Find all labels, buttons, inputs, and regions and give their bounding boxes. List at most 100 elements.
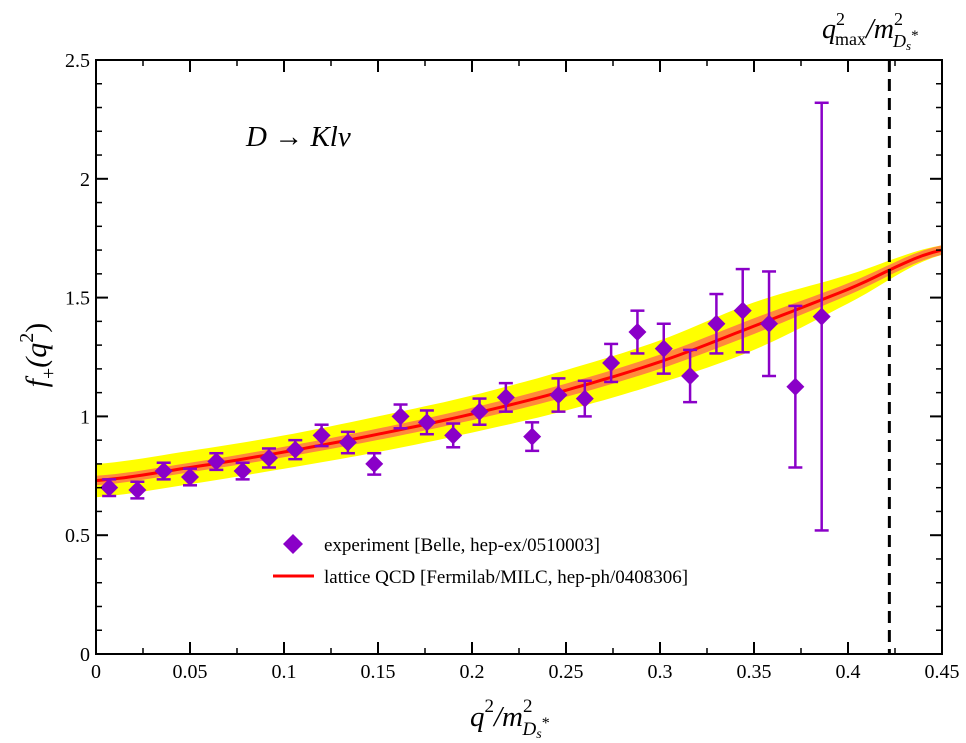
experiment-point-16	[523, 421, 542, 453]
data-diamond	[496, 388, 515, 407]
data-diamond	[444, 426, 463, 445]
data-diamond	[181, 467, 199, 486]
experiment-point-25	[760, 270, 779, 378]
experiment-points-group	[100, 101, 831, 532]
data-diamond	[549, 386, 568, 405]
experiment-point-27	[812, 101, 831, 532]
data-diamond	[233, 462, 252, 481]
experiment-point-19	[602, 342, 621, 384]
experiment-point-23	[707, 292, 726, 355]
ylabel-sup: 2	[16, 333, 38, 343]
lattice-outer-band	[96, 245, 942, 498]
xlabel-star: *	[542, 715, 550, 732]
xlabel-sup: 2	[485, 696, 495, 717]
ylabel-sub: +	[38, 368, 60, 379]
experiment-point-8	[312, 423, 331, 448]
xlabel-sub-d: D	[522, 719, 537, 740]
q2max-m-sup: 2	[894, 9, 903, 29]
svg-text:f+(q2): f+(q2)	[16, 323, 60, 388]
data-diamond	[391, 407, 410, 426]
y-tick-label: 1.5	[65, 288, 90, 310]
experiment-point-20	[628, 309, 647, 355]
data-diamond	[312, 426, 331, 445]
x-tick-label: 0.3	[648, 661, 673, 683]
plot-frame	[95, 59, 943, 655]
ylabel-arg: (q	[20, 343, 53, 368]
q2max-label: q2 max/m2 Ds*	[822, 9, 919, 53]
experiment-point-17	[549, 377, 568, 413]
x-tick-label: 0.4	[836, 661, 861, 683]
legend-experiment-label: experiment [Belle, hep-ex/0510003]	[324, 535, 600, 556]
lattice-qcd-band-group	[96, 245, 942, 498]
xlabel-subsub-s: s	[536, 727, 542, 742]
experiment-point-11	[391, 403, 410, 430]
data-diamond	[259, 448, 278, 467]
x-tick-label: 0.15	[361, 661, 396, 683]
y-tick-label: 0.5	[65, 525, 90, 547]
experiment-point-6	[259, 447, 278, 469]
data-diamond	[100, 478, 119, 497]
x-tick-label: 0.45	[925, 661, 960, 683]
lattice-qcd-curve	[95, 248, 943, 483]
x-axis-label: q2/m2 Ds*	[470, 696, 550, 742]
experiment-point-10	[365, 451, 384, 476]
x-tick-label: 0.05	[173, 661, 208, 683]
q2max-subsub-s: s	[906, 38, 911, 53]
legend-lattice-label: lattice QCD [Fermilab/MILC, hep-ph/04083…	[324, 567, 688, 588]
experiment-point-14	[470, 397, 489, 426]
xlabel-slash-m: /m	[492, 701, 523, 733]
y-tick-label: 2.5	[65, 50, 90, 72]
decay-annotation: D → Klν	[245, 121, 351, 153]
experiment-point-0	[100, 478, 119, 498]
data-diamond	[338, 433, 357, 452]
experiment-point-3	[181, 467, 199, 487]
y-tick-label: 1	[80, 406, 90, 428]
q2max-max: max	[835, 29, 866, 49]
axis-ticks-group: 0 0.05 0.1 0.15 0.2 0.25 0.3 0.35 0.4 0.45 0 0.5 1 1.…	[65, 50, 960, 683]
lattice-qcd-curve-group	[95, 248, 943, 483]
experiment-point-1	[128, 480, 147, 500]
data-diamond	[733, 301, 752, 320]
data-diamond	[602, 353, 621, 372]
experiment-point-24	[733, 267, 752, 354]
x-tick-label: 0	[91, 661, 101, 683]
data-diamond	[786, 377, 805, 396]
data-diamond	[760, 314, 779, 333]
data-diamond	[654, 339, 673, 358]
legend-experiment-marker	[283, 534, 303, 554]
data-diamond	[286, 440, 305, 459]
data-diamond	[365, 454, 384, 473]
experiment-point-13	[444, 422, 463, 449]
experiment-point-12	[417, 409, 436, 436]
experiment-point-21	[654, 322, 673, 375]
data-diamond	[417, 413, 436, 432]
y-tick-label: 2	[80, 169, 90, 191]
y-axis-label: f+(q2)	[16, 323, 60, 388]
ylabel-close: )	[20, 323, 53, 333]
q2max-q: q	[822, 14, 836, 45]
data-diamond	[628, 323, 647, 342]
q2max-sub-d: D	[892, 31, 906, 51]
data-diamond	[128, 481, 147, 500]
data-diamond	[812, 307, 831, 326]
experiment-point-5	[233, 461, 252, 481]
q2max-slash-m: /m	[864, 14, 894, 45]
experiment-point-7	[286, 438, 305, 461]
x-tick-label: 0.35	[737, 661, 772, 683]
x-tick-label: 0.2	[460, 661, 485, 683]
data-diamond	[707, 314, 726, 333]
data-diamond	[207, 452, 226, 471]
data-diamond	[681, 367, 700, 386]
experiment-point-2	[154, 461, 173, 481]
data-diamond	[470, 402, 489, 421]
experiment-point-18	[575, 379, 594, 418]
experiment-point-9	[338, 430, 357, 455]
legend: experiment [Belle, hep-ex/0510003] latti…	[273, 534, 688, 588]
q2max-sup: 2	[836, 9, 845, 29]
data-diamond	[575, 389, 594, 408]
q2max-star: *	[911, 28, 919, 44]
experiment-point-26	[786, 304, 805, 469]
experiment-point-15	[496, 381, 515, 413]
experiment-point-4	[207, 451, 226, 472]
